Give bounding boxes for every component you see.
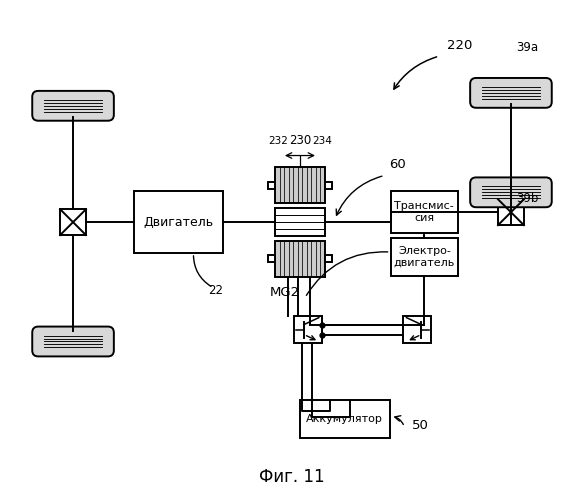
Text: Электро-
двигатель: Электро- двигатель xyxy=(394,246,455,268)
FancyBboxPatch shape xyxy=(470,78,552,108)
Text: 234: 234 xyxy=(312,136,332,145)
Text: Фиг. 11: Фиг. 11 xyxy=(259,468,325,485)
Bar xyxy=(294,316,322,344)
Bar xyxy=(275,208,325,236)
Text: 50: 50 xyxy=(412,419,429,432)
Bar xyxy=(404,316,432,344)
Bar xyxy=(498,200,524,225)
Text: 60: 60 xyxy=(390,158,406,172)
Bar xyxy=(391,192,458,233)
Bar xyxy=(60,209,86,235)
Bar xyxy=(275,241,325,277)
Bar xyxy=(391,238,458,276)
Bar xyxy=(325,182,332,189)
Text: 230: 230 xyxy=(289,134,311,146)
FancyBboxPatch shape xyxy=(470,178,552,207)
Text: MG2: MG2 xyxy=(270,286,300,298)
Text: 220: 220 xyxy=(447,39,472,52)
Text: 39b: 39b xyxy=(516,192,538,205)
Text: 22: 22 xyxy=(208,284,224,297)
Text: Аккумулятор: Аккумулятор xyxy=(307,414,383,424)
FancyBboxPatch shape xyxy=(32,326,114,356)
Bar xyxy=(300,400,390,438)
Text: Трансмис-
сия: Трансмис- сия xyxy=(395,202,454,223)
Bar xyxy=(275,168,325,203)
Text: Двигатель: Двигатель xyxy=(144,216,214,228)
Bar xyxy=(268,256,275,262)
Bar xyxy=(268,182,275,189)
Bar xyxy=(325,256,332,262)
Text: 232: 232 xyxy=(268,136,288,145)
Text: 39a: 39a xyxy=(516,41,538,54)
Bar xyxy=(134,192,223,253)
FancyBboxPatch shape xyxy=(32,91,114,120)
